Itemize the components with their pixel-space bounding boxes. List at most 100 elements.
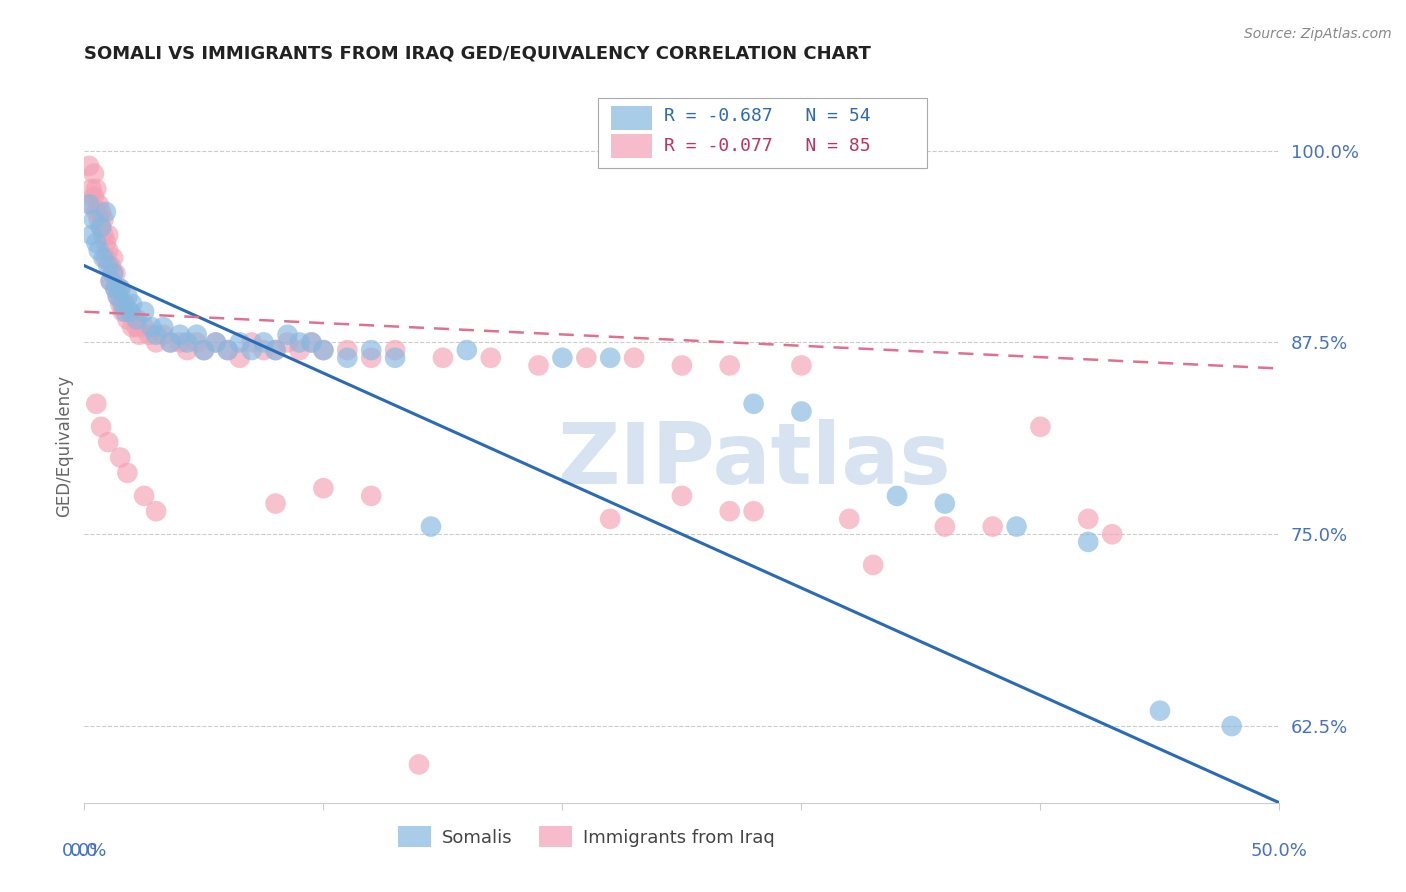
- Point: [77, 197, 100, 211]
- Point: [128, 327, 150, 342]
- Point: [117, 466, 139, 480]
- Point: [90, 419, 112, 434]
- Point: [1005, 519, 1028, 533]
- Point: [336, 343, 359, 357]
- Point: [934, 519, 956, 533]
- Point: [176, 343, 198, 357]
- Point: [77, 159, 100, 173]
- Point: [118, 304, 141, 318]
- Point: [205, 335, 228, 350]
- Point: [838, 512, 860, 526]
- Point: [1077, 512, 1099, 526]
- Point: [152, 320, 174, 334]
- Point: [671, 359, 693, 373]
- Point: [217, 343, 239, 357]
- Point: [1029, 419, 1052, 434]
- Point: [240, 343, 263, 357]
- Point: [790, 404, 813, 418]
- Point: [86, 182, 108, 196]
- Point: [90, 205, 112, 219]
- Point: [86, 205, 108, 219]
- Point: [277, 335, 299, 350]
- Point: [1149, 704, 1171, 718]
- Point: [110, 297, 132, 311]
- Point: [742, 504, 765, 518]
- Point: [110, 282, 132, 296]
- Point: [742, 397, 765, 411]
- Point: [169, 335, 191, 350]
- Point: [981, 519, 1004, 533]
- Point: [312, 343, 335, 357]
- Y-axis label: GED/Equivalency: GED/Equivalency: [55, 375, 73, 517]
- Point: [790, 359, 813, 373]
- Point: [86, 235, 108, 250]
- Point: [100, 259, 122, 273]
- Point: [132, 489, 156, 503]
- Point: [186, 327, 208, 342]
- Point: [83, 212, 105, 227]
- FancyBboxPatch shape: [612, 105, 652, 130]
- Point: [97, 227, 120, 242]
- Point: [718, 359, 741, 373]
- Point: [94, 205, 117, 219]
- Point: [80, 227, 103, 242]
- Point: [104, 282, 127, 296]
- Point: [551, 351, 574, 365]
- Text: 50.0%: 50.0%: [1251, 842, 1308, 860]
- Point: [145, 504, 167, 518]
- Point: [186, 335, 208, 350]
- Point: [432, 351, 454, 365]
- Point: [101, 251, 124, 265]
- Point: [336, 351, 359, 365]
- Point: [360, 351, 382, 365]
- Legend: Somalis, Immigrants from Iraq: Somalis, Immigrants from Iraq: [391, 819, 782, 855]
- Point: [288, 335, 311, 350]
- Point: [527, 359, 550, 373]
- Point: [114, 304, 136, 318]
- Point: [94, 235, 117, 250]
- Point: [80, 197, 103, 211]
- Text: R = -0.687   N = 54: R = -0.687 N = 54: [664, 107, 870, 125]
- Point: [384, 351, 406, 365]
- Point: [100, 274, 122, 288]
- Point: [312, 481, 335, 495]
- Point: [264, 343, 287, 357]
- Text: 0.0: 0.0: [70, 842, 98, 860]
- Point: [217, 343, 239, 357]
- Text: R = -0.077   N = 85: R = -0.077 N = 85: [664, 137, 870, 155]
- Point: [94, 251, 117, 265]
- Point: [312, 343, 335, 357]
- Point: [384, 343, 406, 357]
- Point: [93, 212, 115, 227]
- Point: [125, 312, 148, 326]
- Point: [118, 304, 141, 318]
- Point: [253, 343, 276, 357]
- Point: [671, 489, 693, 503]
- Point: [97, 244, 120, 258]
- Text: ZIPatlas: ZIPatlas: [557, 418, 950, 502]
- Point: [301, 335, 323, 350]
- Point: [1077, 535, 1099, 549]
- Point: [117, 312, 139, 326]
- Point: [86, 397, 108, 411]
- Point: [229, 335, 252, 350]
- Point: [229, 351, 252, 365]
- Point: [125, 320, 148, 334]
- Point: [599, 351, 621, 365]
- Point: [101, 266, 124, 280]
- Point: [456, 343, 478, 357]
- Point: [107, 289, 129, 303]
- Point: [301, 335, 323, 350]
- Point: [862, 558, 884, 572]
- Point: [87, 244, 110, 258]
- Point: [145, 327, 167, 342]
- Point: [83, 189, 105, 203]
- Point: [176, 335, 198, 350]
- Point: [253, 335, 276, 350]
- Point: [159, 335, 181, 350]
- Text: SOMALI VS IMMIGRANTS FROM IRAQ GED/EQUIVALENCY CORRELATION CHART: SOMALI VS IMMIGRANTS FROM IRAQ GED/EQUIV…: [84, 45, 872, 62]
- Point: [240, 335, 263, 350]
- Point: [132, 320, 156, 334]
- Point: [110, 282, 132, 296]
- Point: [264, 343, 287, 357]
